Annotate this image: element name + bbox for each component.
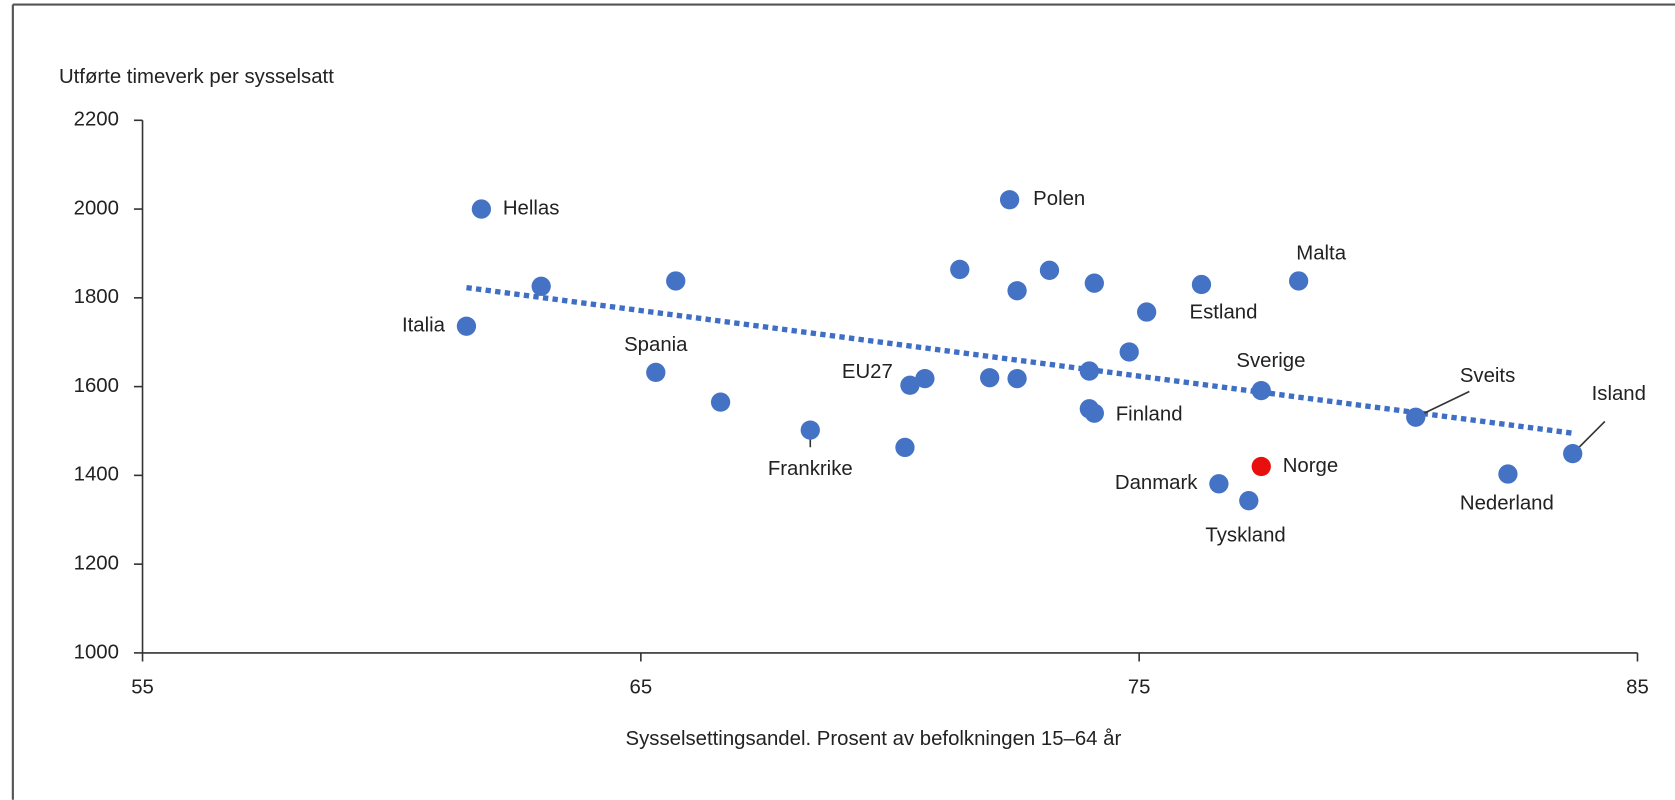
y-tick-label: 1800: [74, 286, 119, 308]
point: [1406, 407, 1426, 427]
point: [1039, 260, 1060, 280]
point: [710, 392, 731, 412]
point: [1251, 380, 1271, 401]
point: [1084, 403, 1104, 423]
y-axis-label: Utførte timeverk per sysselsatt: [59, 66, 334, 88]
y-tick-label: 2000: [74, 197, 119, 219]
point-label: Italia: [402, 315, 446, 337]
point-label: EU27: [842, 361, 893, 383]
y-tick-label: 1400: [74, 464, 119, 486]
x-axis-label: Sysselsettingsandel. Prosent av befolkni…: [626, 728, 1122, 750]
y-tick-label: 1600: [74, 375, 119, 397]
x-tick-label: 85: [1626, 677, 1649, 699]
point: [1084, 273, 1104, 293]
point-label: Hellas: [503, 197, 560, 219]
point-label: Nederland: [1460, 492, 1554, 514]
point: [1119, 342, 1139, 362]
y-tick-label: 2200: [74, 109, 119, 131]
point-label: Finland: [1116, 404, 1183, 426]
point: [1007, 281, 1027, 301]
point-label: Island: [1592, 383, 1646, 405]
point-label: Estland: [1190, 301, 1258, 323]
point: [1251, 456, 1271, 477]
point: [1191, 274, 1212, 295]
point-label: Polen: [1033, 188, 1085, 210]
point: [531, 276, 551, 296]
point-label: Spania: [624, 334, 688, 356]
y-tick-label: 1000: [74, 641, 119, 663]
x-tick-label: 75: [1128, 677, 1151, 699]
point: [915, 368, 935, 389]
point: [900, 375, 920, 395]
point: [800, 420, 820, 440]
point: [456, 316, 477, 336]
point: [950, 259, 970, 280]
point: [1007, 368, 1027, 389]
point: [1137, 302, 1157, 322]
point: [646, 362, 666, 383]
point: [1288, 271, 1309, 291]
point-label: Tyskland: [1205, 524, 1285, 546]
point-label: Norge: [1283, 455, 1338, 477]
point: [980, 368, 1000, 388]
point: [1209, 474, 1229, 494]
trend-line: [466, 284, 1574, 436]
point: [1239, 491, 1259, 511]
point: [999, 190, 1020, 210]
point: [1079, 361, 1099, 381]
point-label: Sveits: [1460, 365, 1515, 387]
point-label: Danmark: [1115, 472, 1198, 494]
point: [895, 437, 915, 458]
point-label: Frankrike: [768, 458, 853, 480]
x-tick-label: 55: [131, 677, 154, 699]
point-label: Malta: [1296, 243, 1346, 265]
point: [666, 271, 686, 291]
point: [471, 199, 492, 219]
point-label: Sverige: [1236, 350, 1305, 372]
x-tick-label: 65: [630, 677, 653, 699]
point: [1563, 443, 1583, 464]
leader-line: [1415, 390, 1470, 418]
point: [1498, 464, 1518, 484]
y-tick-label: 1200: [74, 553, 119, 575]
